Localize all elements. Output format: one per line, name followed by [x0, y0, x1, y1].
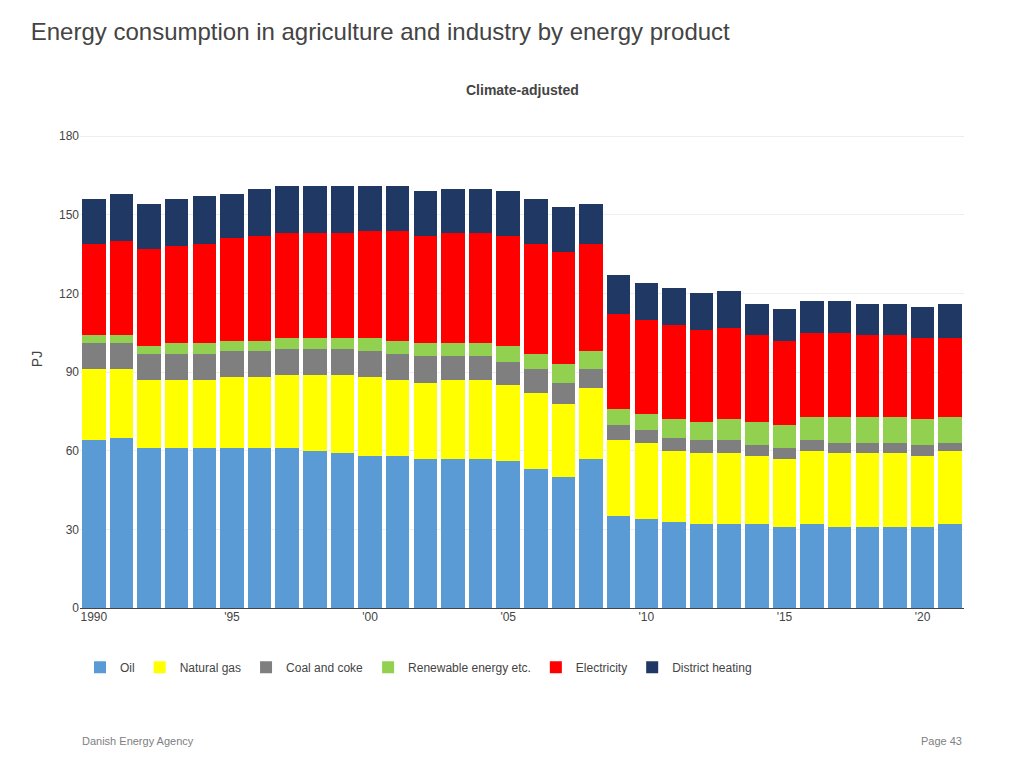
svg-text:'10: '10: [638, 610, 654, 624]
svg-text:District heating: District heating: [672, 661, 751, 675]
svg-text:Page 43: Page 43: [921, 735, 962, 747]
svg-text:0: 0: [72, 601, 79, 615]
svg-text:'95: '95: [224, 610, 240, 624]
svg-text:'05: '05: [500, 610, 516, 624]
svg-text:90: 90: [66, 365, 80, 379]
svg-text:120: 120: [59, 287, 79, 301]
svg-text:1990: 1990: [80, 610, 107, 624]
svg-text:Danish Energy Agency: Danish Energy Agency: [82, 735, 194, 747]
svg-text:Electricity: Electricity: [576, 661, 627, 675]
svg-text:180: 180: [59, 129, 79, 143]
svg-text:30: 30: [66, 523, 80, 537]
svg-text:60: 60: [66, 444, 80, 458]
svg-text:Natural gas: Natural gas: [180, 661, 241, 675]
svg-text:150: 150: [59, 208, 79, 222]
svg-text:PJ: PJ: [29, 351, 45, 367]
svg-text:Climate-adjusted: Climate-adjusted: [466, 82, 579, 98]
svg-text:'20: '20: [915, 610, 931, 624]
svg-text:Coal and coke: Coal and coke: [286, 661, 363, 675]
svg-text:Oil: Oil: [120, 661, 135, 675]
svg-text:'15: '15: [777, 610, 793, 624]
svg-text:'00: '00: [362, 610, 378, 624]
svg-text:Renewable energy etc.: Renewable energy etc.: [408, 661, 531, 675]
svg-text:Energy consumption in agricult: Energy consumption in agriculture and in…: [31, 18, 730, 45]
